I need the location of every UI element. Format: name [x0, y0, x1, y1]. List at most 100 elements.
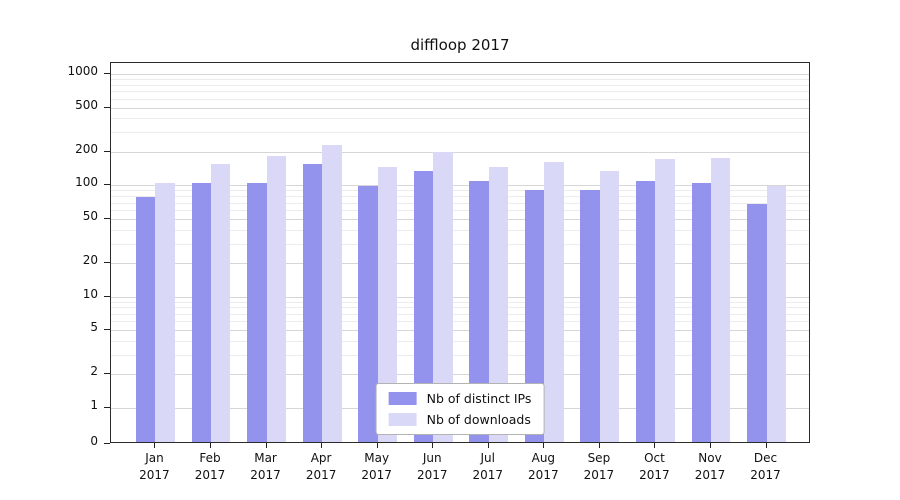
y-tick-label: 10 — [82, 286, 98, 301]
bar-distinct-ips — [747, 204, 767, 442]
legend-swatch-distinct-ips — [388, 392, 417, 405]
x-tick-mark — [765, 443, 767, 448]
x-tick-label: Jan 2017 — [139, 451, 170, 483]
y-tick-label: 100 — [75, 175, 98, 190]
x-tick-mark — [154, 443, 156, 448]
y-tick-label: 200 — [75, 141, 98, 156]
bar-distinct-ips — [691, 183, 711, 442]
y-tick-label: 2 — [90, 364, 98, 379]
major-gridline — [111, 74, 809, 75]
minor-gridline — [111, 190, 809, 192]
legend-item-downloads: Nb of downloads — [388, 412, 532, 427]
major-gridline — [111, 374, 809, 376]
major-gridline — [111, 263, 809, 265]
legend-label-distinct-ips: Nb of distinct IPs — [426, 391, 532, 406]
bar-distinct-ips — [358, 185, 378, 442]
minor-gridline — [111, 132, 809, 134]
x-tick-label: May 2017 — [361, 451, 392, 483]
y-tick-mark — [104, 329, 110, 331]
bar-downloads — [766, 185, 786, 442]
bar-downloads — [211, 163, 231, 442]
y-tick-mark — [104, 373, 110, 375]
x-tick-label: Dec 2017 — [750, 451, 781, 483]
bar-downloads — [433, 152, 453, 442]
bar-downloads — [377, 167, 398, 442]
x-tick-mark — [376, 443, 378, 448]
y-tick-label: 1000 — [67, 64, 98, 78]
legend: Nb of distinct IPs Nb of downloads — [375, 383, 545, 435]
minor-gridline — [111, 79, 809, 81]
bar-distinct-ips — [302, 163, 323, 442]
minor-gridline — [111, 229, 809, 231]
minor-gridline — [111, 354, 809, 356]
x-tick-mark — [210, 443, 211, 448]
y-tick-label: 1 — [90, 398, 98, 412]
x-tick-label: Feb 2017 — [194, 451, 226, 483]
bar-distinct-ips — [469, 180, 489, 442]
bar-downloads — [322, 145, 342, 442]
x-tick-label: Oct 2017 — [639, 451, 670, 483]
minor-gridline — [111, 84, 809, 86]
y-tick-label: 5 — [90, 320, 98, 335]
chart-title: diffloop 2017 — [410, 36, 510, 54]
plot-area: Nb of distinct IPs Nb of downloads — [110, 62, 810, 443]
y-tick-mark — [104, 150, 110, 152]
minor-gridline — [111, 196, 809, 198]
y-tick-mark — [104, 262, 110, 264]
major-gridline — [111, 151, 809, 153]
minor-gridline — [111, 340, 809, 342]
bar-distinct-ips — [191, 182, 211, 442]
bar-downloads — [655, 159, 675, 442]
x-tick-label: Jun 2017 — [416, 451, 448, 483]
x-tick-label: Aug 2017 — [528, 451, 559, 483]
minor-gridline — [111, 243, 809, 245]
minor-gridline — [111, 313, 809, 315]
x-tick-mark — [432, 443, 434, 448]
y-tick-mark — [104, 184, 110, 186]
minor-gridline — [111, 210, 809, 212]
legend-item-distinct-ips: Nb of distinct IPs — [388, 391, 532, 406]
minor-gridline — [111, 321, 809, 323]
y-tick-mark — [104, 443, 110, 444]
x-tick-mark — [265, 443, 267, 448]
y-tick-label: 500 — [75, 97, 98, 112]
x-tick-mark — [598, 443, 600, 448]
bar-downloads — [544, 162, 564, 442]
minor-gridline — [111, 301, 809, 303]
bar-distinct-ips — [524, 189, 545, 442]
bar-downloads — [488, 167, 509, 442]
y-tick-label: 20 — [82, 253, 98, 268]
x-tick-mark — [487, 443, 489, 448]
x-tick-mark — [321, 443, 323, 448]
major-gridline — [111, 185, 809, 187]
minor-gridline — [111, 118, 809, 120]
major-gridline — [111, 218, 809, 220]
y-tick-mark — [104, 106, 110, 108]
x-tick-mark — [654, 443, 656, 448]
bar-downloads — [266, 156, 286, 442]
x-tick-mark — [710, 443, 711, 448]
legend-label-downloads: Nb of downloads — [426, 412, 531, 427]
major-gridline — [111, 330, 809, 332]
x-tick-label: Mar 2017 — [250, 451, 281, 483]
bar-distinct-ips — [136, 197, 156, 442]
bar-distinct-ips — [636, 180, 656, 442]
bar-downloads — [711, 157, 731, 442]
x-tick-mark — [543, 443, 545, 448]
x-tick-label: Sep 2017 — [583, 451, 615, 483]
x-tick-label: Jul 2017 — [472, 451, 504, 483]
y-tick-mark — [104, 295, 110, 297]
y-tick-mark — [104, 407, 110, 408]
minor-gridline — [111, 307, 809, 309]
bar-downloads — [155, 183, 175, 442]
y-tick-mark — [104, 217, 110, 219]
major-gridline — [111, 296, 809, 298]
bar-distinct-ips — [413, 170, 434, 442]
minor-gridline — [111, 98, 809, 100]
x-tick-label: Apr 2017 — [305, 451, 337, 483]
bar-downloads — [599, 170, 620, 442]
major-gridline — [111, 107, 809, 109]
minor-gridline — [111, 202, 809, 204]
y-tick-label: 0 — [90, 434, 98, 448]
